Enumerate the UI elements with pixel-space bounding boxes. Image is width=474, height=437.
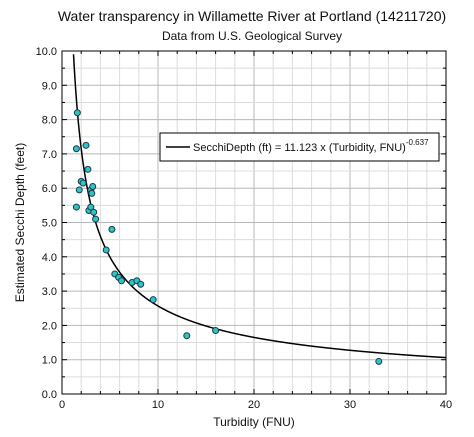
y-tick-label: 8.0 (42, 115, 57, 127)
data-point (72, 203, 80, 211)
x-tick-label: 40 (440, 399, 452, 411)
x-tick-label: 10 (152, 399, 164, 411)
data-point (82, 141, 90, 149)
data-point (183, 332, 191, 340)
y-tick-label: 7.0 (42, 149, 57, 161)
data-point (212, 327, 220, 335)
y-tick-label: 5.0 (42, 218, 57, 230)
y-tick-label: 4.0 (42, 252, 57, 264)
y-axis-label: Estimated Secchi Depth (feet) (13, 143, 27, 302)
legend-box (159, 132, 440, 162)
data-point (375, 357, 383, 365)
plot-frame (61, 50, 447, 395)
data-point (149, 296, 157, 304)
axis-ticks: 0 10 20 30 40 0.0 1.0 2.0 3.0 4.0 5.0 6.0 7.0 8.0 9.0 1… (36, 46, 453, 411)
x-axis-label: Turbidity (FNU) (213, 415, 295, 429)
x-tick-label: 0 (59, 399, 65, 411)
data-point (75, 186, 83, 194)
legend-label-main: SecchiDepth (ft) = 11.123 x (Turbidity, … (193, 142, 406, 154)
data-point (102, 246, 110, 254)
data-point (137, 280, 145, 288)
y-tick-label: 10.0 (36, 46, 57, 58)
chart-title: Water transparency in Willamette River a… (58, 8, 446, 24)
fit-curve-group (72, 54, 447, 359)
y-tick-label: 9.0 (42, 80, 57, 92)
y-tick-label: 1.0 (42, 355, 57, 367)
grid (61, 50, 447, 395)
fit-curve (72, 54, 447, 359)
data-point (92, 215, 100, 223)
x-tick-label: 20 (248, 399, 260, 411)
data-points (72, 109, 383, 365)
y-tick-label: 0.0 (42, 389, 57, 401)
legend-label-exponent: -0.637 (406, 138, 429, 147)
data-point (90, 208, 98, 216)
data-point (118, 277, 126, 285)
y-tick-label: 2.0 (42, 320, 57, 332)
data-point (73, 109, 81, 117)
data-point (79, 179, 87, 187)
data-point (87, 203, 95, 211)
x-tick-label: 30 (344, 399, 356, 411)
legend-label: SecchiDepth (ft) = 11.123 x (Turbidity, … (193, 138, 429, 154)
data-point (72, 145, 80, 153)
data-point (108, 225, 116, 233)
legend: SecchiDepth (ft) = 11.123 x (Turbidity, … (159, 132, 440, 162)
data-point (89, 182, 97, 190)
y-tick-label: 3.0 (42, 286, 57, 298)
data-point (84, 165, 92, 173)
data-point (88, 189, 96, 197)
y-tick-label: 6.0 (42, 183, 57, 195)
chart-subtitle: Data from U.S. Geological Survey (162, 29, 342, 43)
